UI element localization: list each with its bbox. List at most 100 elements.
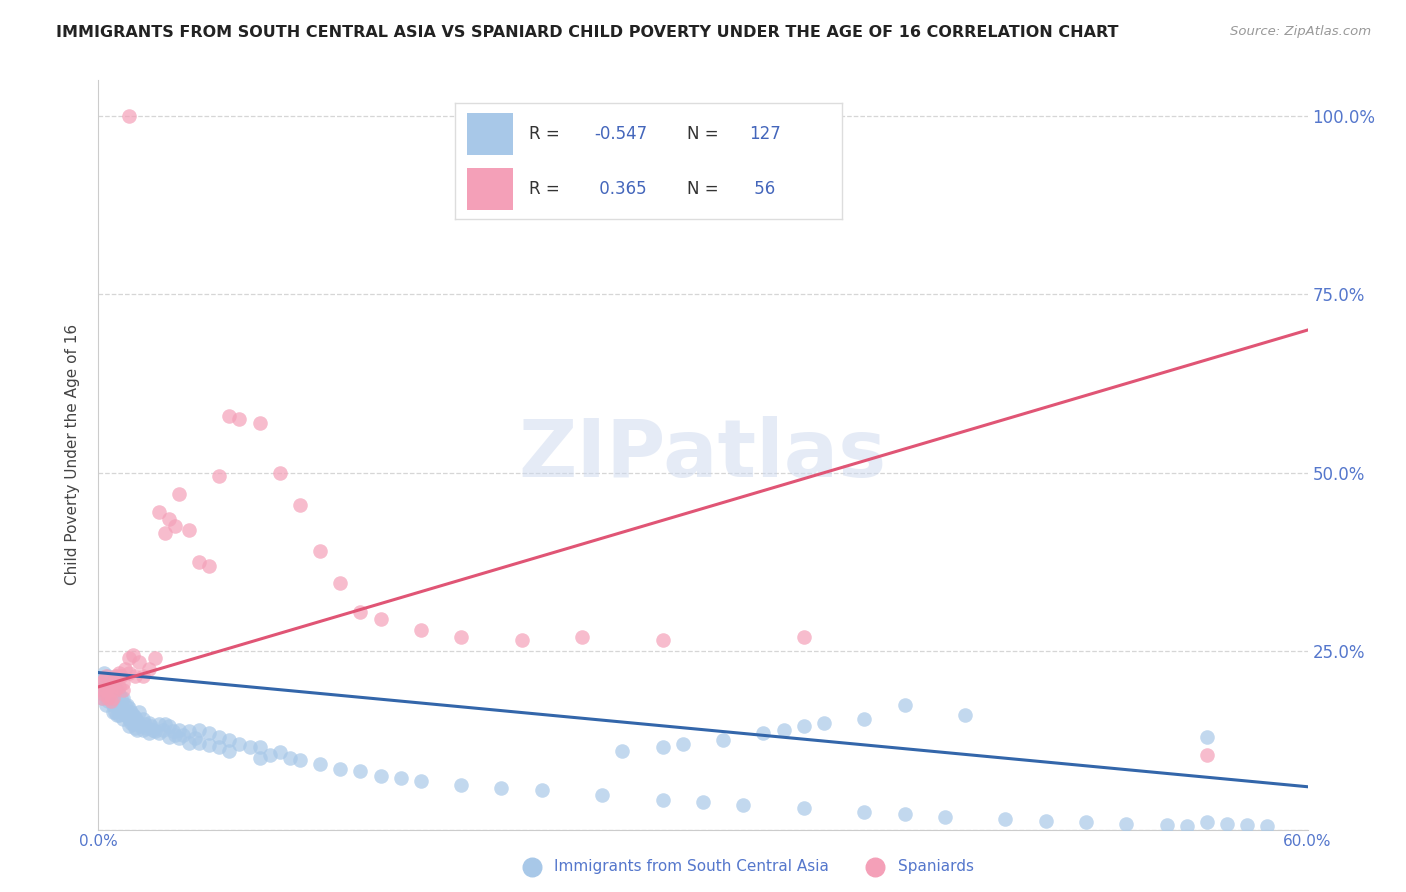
Point	[571, 630, 593, 644]
Point	[114, 708, 136, 723]
Point	[510, 633, 533, 648]
Point	[329, 762, 352, 776]
Point	[450, 778, 472, 792]
Point	[269, 746, 291, 760]
Point	[103, 680, 125, 694]
Point	[893, 806, 915, 821]
Point	[101, 705, 124, 719]
Point	[142, 723, 165, 737]
Point	[105, 698, 128, 712]
Point	[111, 712, 134, 726]
Point	[692, 796, 714, 810]
Point	[329, 576, 352, 591]
Point	[101, 690, 124, 705]
Point	[96, 698, 118, 712]
Point	[184, 731, 207, 746]
Point	[148, 726, 170, 740]
Point	[218, 409, 240, 423]
Text: IMMIGRANTS FROM SOUTH CENTRAL ASIA VS SPANIARD CHILD POVERTY UNDER THE AGE OF 16: IMMIGRANTS FROM SOUTH CENTRAL ASIA VS SP…	[56, 25, 1119, 40]
Point	[132, 669, 155, 683]
Point	[97, 669, 120, 683]
Text: ZIPatlas: ZIPatlas	[519, 416, 887, 494]
Point	[752, 726, 775, 740]
Point	[259, 747, 281, 762]
Point	[218, 744, 240, 758]
Point	[114, 698, 136, 712]
Point	[953, 708, 976, 723]
Point	[118, 712, 141, 726]
Point	[711, 733, 734, 747]
Point	[591, 789, 613, 803]
Point	[1175, 819, 1198, 833]
Point	[172, 728, 194, 742]
Point	[125, 714, 148, 728]
Point	[188, 723, 211, 737]
Point	[409, 774, 432, 789]
Point	[249, 740, 271, 755]
Point	[309, 544, 332, 558]
Point	[772, 723, 794, 737]
Point	[121, 717, 143, 731]
Point	[105, 708, 128, 723]
Point	[135, 721, 157, 735]
Point	[120, 705, 142, 719]
Point	[124, 669, 146, 683]
Point	[793, 630, 815, 644]
Point	[138, 715, 160, 730]
Point	[93, 687, 115, 701]
Point	[110, 690, 132, 705]
Point	[309, 756, 332, 771]
Point	[118, 719, 141, 733]
Point	[1115, 817, 1137, 831]
Point	[198, 726, 221, 740]
Point	[793, 719, 815, 733]
Point	[103, 669, 125, 683]
Point	[651, 740, 673, 755]
Point	[228, 412, 250, 426]
Point	[96, 680, 118, 694]
Point	[157, 719, 180, 733]
Point	[97, 687, 120, 701]
Point	[198, 739, 221, 753]
Point	[288, 498, 311, 512]
Point	[1195, 747, 1218, 762]
Point	[97, 680, 120, 694]
Point	[733, 797, 755, 812]
Point	[157, 512, 180, 526]
Point	[121, 708, 143, 723]
Point	[208, 740, 231, 755]
Point	[107, 665, 129, 680]
Point	[188, 735, 211, 749]
Point	[118, 109, 141, 123]
Point	[125, 723, 148, 737]
Point	[96, 683, 118, 698]
Point	[1195, 815, 1218, 830]
Point	[249, 416, 271, 430]
Point	[100, 676, 122, 690]
Point	[107, 698, 129, 712]
Point	[793, 801, 815, 815]
Point	[107, 708, 129, 723]
Point	[128, 655, 150, 669]
Point	[107, 687, 129, 701]
Point	[239, 740, 262, 755]
Point	[152, 723, 174, 737]
Point	[103, 705, 125, 719]
Point	[100, 694, 122, 708]
Point	[111, 701, 134, 715]
Point	[228, 737, 250, 751]
Point	[269, 466, 291, 480]
Point	[118, 665, 141, 680]
Point	[148, 505, 170, 519]
Point	[96, 669, 118, 683]
Point	[115, 698, 138, 712]
Point	[89, 673, 111, 687]
Point	[450, 630, 472, 644]
Point	[198, 558, 221, 573]
Point	[111, 676, 134, 690]
Point	[934, 810, 956, 824]
Point	[1195, 730, 1218, 744]
Point	[101, 698, 124, 712]
Point	[101, 676, 124, 690]
Point	[134, 717, 156, 731]
